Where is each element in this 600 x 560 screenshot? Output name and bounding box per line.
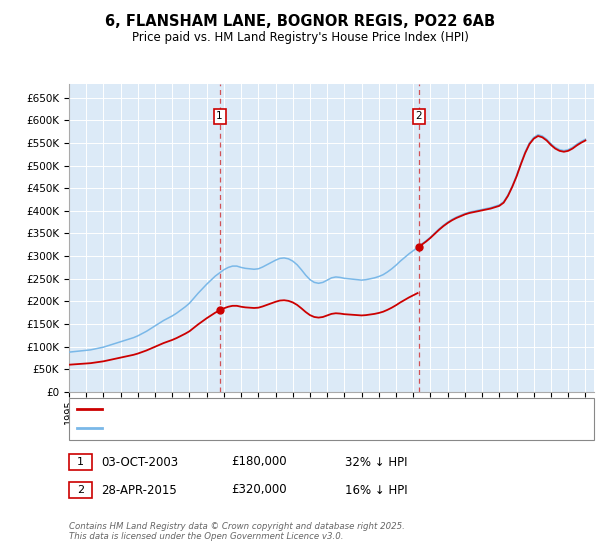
Text: Contains HM Land Registry data © Crown copyright and database right 2025.
This d: Contains HM Land Registry data © Crown c… [69,522,405,542]
Text: 1: 1 [77,457,84,467]
Text: Price paid vs. HM Land Registry's House Price Index (HPI): Price paid vs. HM Land Registry's House … [131,31,469,44]
Text: 6, FLANSHAM LANE, BOGNOR REGIS, PO22 6AB: 6, FLANSHAM LANE, BOGNOR REGIS, PO22 6AB [105,14,495,29]
Text: 03-OCT-2003: 03-OCT-2003 [101,455,178,469]
Text: 16% ↓ HPI: 16% ↓ HPI [345,483,407,497]
Text: 1: 1 [217,111,223,122]
Text: 28-APR-2015: 28-APR-2015 [101,483,176,497]
Text: 2: 2 [77,485,84,495]
Text: HPI: Average price, detached house, Arun: HPI: Average price, detached house, Arun [107,423,325,433]
Text: 32% ↓ HPI: 32% ↓ HPI [345,455,407,469]
Text: 6, FLANSHAM LANE, BOGNOR REGIS, PO22 6AB (detached house): 6, FLANSHAM LANE, BOGNOR REGIS, PO22 6AB… [107,404,449,414]
Text: £320,000: £320,000 [231,483,287,497]
Text: 2: 2 [416,111,422,122]
Text: £180,000: £180,000 [231,455,287,469]
